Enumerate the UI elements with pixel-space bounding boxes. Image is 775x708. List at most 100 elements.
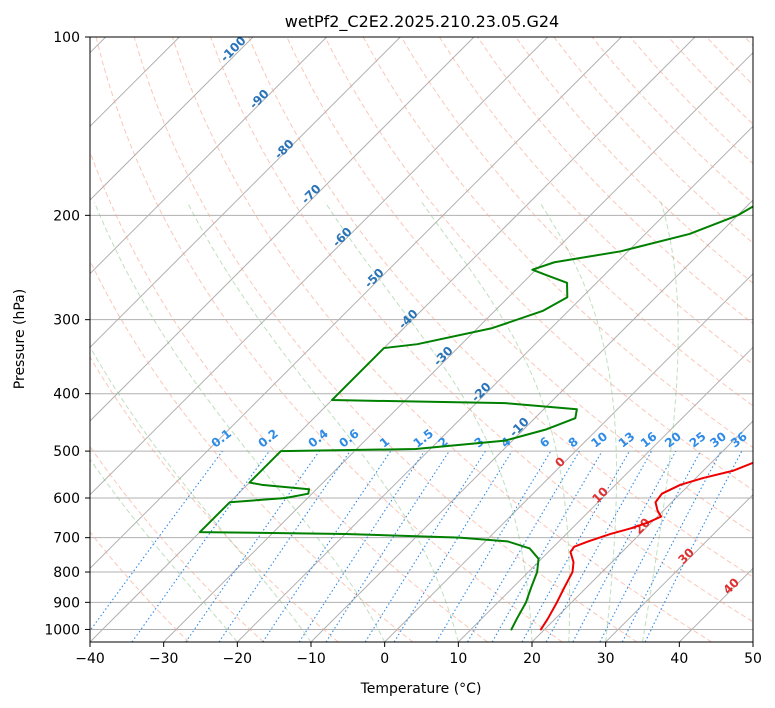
moist-adiabat — [421, 201, 571, 642]
dry-adiabat — [171, 37, 712, 642]
mixing-ratio-label: 2 — [435, 434, 450, 450]
x-tick-label: −20 — [223, 651, 253, 667]
x-tick-label: 40 — [670, 651, 688, 667]
dry-adiabat — [90, 150, 488, 642]
mixing-ratio-line — [545, 450, 653, 642]
chart-title: wetPf2_C2E2.2025.210.23.05.G24 — [285, 12, 559, 32]
dry-adiabat — [706, 37, 753, 86]
isotherm-line — [236, 125, 753, 642]
dry-adiabat-label: -90 — [247, 87, 272, 112]
x-tick-label: 30 — [597, 651, 615, 667]
isotherm-line — [457, 346, 753, 642]
x-tick-label: 0 — [380, 651, 389, 667]
dry-adiabat — [553, 37, 753, 244]
x-tick-label: −30 — [149, 651, 179, 667]
isotherm-line — [752, 641, 753, 642]
dry-adiabat — [248, 37, 753, 578]
dry-adiabat — [439, 37, 753, 366]
mixing-ratio-label: 13 — [616, 429, 638, 450]
dry-adiabat — [90, 531, 190, 642]
isotherm-line — [531, 420, 753, 642]
isotherm-line — [384, 272, 753, 642]
mixing-ratio-line — [131, 450, 270, 642]
moist-adiabat — [539, 201, 618, 642]
mixing-ratio-line — [218, 450, 351, 642]
profile-line-0 — [539, 461, 753, 631]
dry-adiabat — [515, 37, 753, 284]
background-lines — [90, 37, 753, 642]
y-tick-label: 400 — [53, 387, 80, 403]
dry-adiabat-label: -40 — [396, 307, 421, 332]
x-tick-label: −10 — [296, 651, 326, 667]
background-labels: 0.1 0.2 0.4 0.6 1 1.5 2 3 4 6 8 10 13 16 20 253036-100-… — [209, 34, 750, 597]
mixing-ratio-label: 0.6 — [336, 426, 361, 450]
plot-frame — [89, 36, 754, 643]
mixing-ratio-line — [435, 450, 552, 642]
dry-adiabat — [90, 445, 264, 642]
mixing-ratio-line — [621, 450, 722, 642]
mixing-ratio-label: 10 — [588, 429, 610, 450]
dry-adiabat — [90, 356, 339, 642]
moist-adiabat — [186, 201, 459, 642]
isotherm-line — [90, 37, 549, 496]
x-axis-label: Temperature (°C) — [360, 681, 482, 697]
dry-adiabat — [400, 37, 753, 407]
data-series — [198, 205, 753, 631]
mixing-ratio-label: 25 — [687, 429, 709, 450]
isotherm-line — [90, 37, 696, 642]
x-tick-label: 10 — [449, 651, 467, 667]
dry-adiabat-label: -20 — [469, 380, 494, 405]
dry-adiabat-label: -30 — [431, 344, 456, 369]
isotherm-line — [678, 567, 753, 642]
profile-line-1 — [198, 205, 753, 631]
y-axis: 100 200 300 400 500 600 700 800 900 1000 — [44, 30, 90, 638]
y-tick-label: 900 — [53, 595, 80, 611]
isotherm-line — [163, 51, 753, 642]
x-tick-label: −40 — [75, 651, 105, 667]
dry-adiabat-label: -50 — [362, 266, 387, 291]
mixing-ratio-line — [185, 450, 320, 642]
dry-adiabat — [133, 37, 638, 642]
isotherm-line — [90, 37, 475, 422]
y-tick-label: 300 — [53, 313, 80, 329]
x-tick-label: 20 — [523, 651, 541, 667]
isotherm-line — [310, 199, 753, 642]
isotherm-line — [90, 37, 401, 349]
mixing-ratio-label: 20 — [662, 429, 684, 450]
dry-adiabat — [95, 37, 563, 642]
y-tick-label: 500 — [53, 444, 80, 460]
mixing-ratio-label: 0.4 — [305, 426, 330, 450]
mixing-ratio-line — [644, 450, 743, 642]
isotherm-line — [605, 493, 753, 642]
y-tick-label: 200 — [53, 208, 80, 224]
dry-adiabat — [210, 37, 753, 623]
mixing-ratio-label: 6 — [537, 434, 552, 450]
dry-adiabat-label: -80 — [272, 137, 297, 162]
mixing-ratio-label: 0.1 — [209, 426, 234, 450]
moist-adiabat — [642, 202, 679, 642]
dry-adiabat — [324, 37, 753, 491]
moist-adiabat-label: 10 — [589, 484, 611, 506]
dry-adiabat — [90, 259, 414, 642]
x-axis: −40 −30 −20 −10 0 10 20 30 40 50 — [75, 642, 762, 667]
y-tick-label: 100 — [53, 30, 80, 46]
y-axis-label: Pressure (hPa) — [12, 289, 28, 389]
mixing-ratio-label: 30 — [707, 429, 729, 450]
y-tick-label: 700 — [53, 531, 80, 547]
mixing-ratio-label: 16 — [638, 429, 660, 450]
mixing-ratio-line — [90, 450, 223, 632]
moist-adiabat-label: 0 — [552, 454, 568, 470]
mixing-ratio-line — [298, 450, 425, 642]
isotherm-line — [90, 37, 254, 201]
y-tick-label: 1000 — [44, 622, 80, 638]
dry-adiabat-label: -70 — [299, 182, 324, 207]
dry-adiabat-label: -100 — [218, 34, 249, 65]
mixing-ratio-line — [521, 450, 630, 642]
mixing-ratio-line — [325, 450, 450, 642]
dry-adiabat — [744, 37, 753, 47]
moist-adiabat — [90, 458, 238, 642]
y-tick-label: 800 — [53, 565, 80, 581]
moist-adiabat — [324, 201, 533, 642]
mixing-ratio-line — [572, 450, 677, 642]
